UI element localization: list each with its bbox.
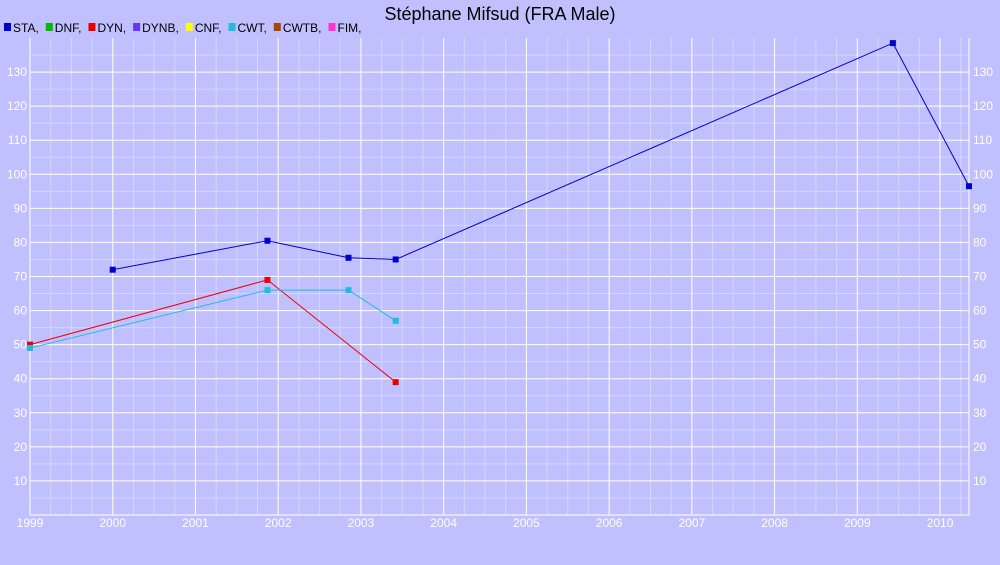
- tick-labels: 10 10 20 20 30 30 40 40 50 50 60 60 70 70 80 80 90 90 100 1…: [7, 65, 993, 530]
- legend-swatch: [133, 23, 141, 31]
- legend-swatch: [273, 23, 281, 31]
- data-point-dyn: [392, 379, 399, 386]
- y-tick-label-right: 100: [973, 167, 993, 181]
- y-tick-label-right: 40: [973, 372, 987, 386]
- x-tick-label: 2008: [761, 516, 788, 530]
- y-tick-label-left: 30: [14, 406, 28, 420]
- x-tick-label: 2001: [182, 516, 209, 530]
- y-tick-label-left: 10: [14, 474, 28, 488]
- x-tick-label: 2005: [513, 516, 540, 530]
- x-tick-label: 2000: [99, 516, 126, 530]
- series-line-sta: [112, 42, 970, 271]
- x-tick-label: 2004: [430, 516, 457, 530]
- legend-label: DYN,: [97, 21, 126, 35]
- legend-swatch: [4, 23, 11, 31]
- legend-swatch: [228, 23, 236, 31]
- legend: STA, DNF, DYN, DYNB, CNF, CWT, CWTB, FIM,: [4, 21, 361, 35]
- y-tick-label-right: 110: [973, 133, 992, 147]
- y-tick-label-left: 100: [7, 167, 27, 181]
- data-point-cwt: [264, 287, 271, 294]
- data-point-sta: [264, 237, 271, 244]
- x-tick-label: 2010: [927, 516, 954, 530]
- data-point-dyn: [264, 276, 271, 283]
- y-tick-label-right: 70: [973, 270, 987, 284]
- x-tick-label: 1999: [17, 516, 44, 530]
- y-tick-label-right: 60: [973, 304, 987, 318]
- legend-label: DNF,: [55, 21, 82, 35]
- y-tick-label-left: 50: [14, 338, 28, 352]
- y-tick-label-right: 50: [973, 338, 987, 352]
- legend-label: DYNB,: [142, 21, 179, 35]
- legend-label: FIM,: [337, 21, 361, 35]
- data-point-sta: [889, 40, 896, 47]
- legend-label: STA,: [13, 21, 39, 35]
- y-tick-label-left: 90: [14, 201, 28, 215]
- data-point-sta: [345, 254, 352, 261]
- y-tick-label-right: 30: [973, 406, 987, 420]
- y-tick-label-left: 110: [8, 133, 27, 147]
- x-tick-label: 2007: [678, 516, 705, 530]
- legend-label: CWTB,: [283, 21, 322, 35]
- y-tick-label-right: 120: [973, 99, 993, 113]
- y-tick-label-right: 90: [973, 201, 987, 215]
- data-point-cwt: [27, 345, 33, 352]
- x-tick-label: 2009: [844, 516, 871, 530]
- y-tick-label-right: 80: [973, 235, 987, 249]
- legend-swatch: [185, 23, 193, 31]
- chart-title: Stéphane Mifsud (FRA Male): [384, 4, 615, 24]
- data-point-dyn: [27, 341, 33, 348]
- data-point-cwt: [345, 287, 352, 294]
- data-point-cwt: [392, 317, 399, 324]
- y-tick-label-right: 10: [973, 474, 987, 488]
- legend-label: CNF,: [195, 21, 222, 35]
- series-line-cwt: [29, 289, 396, 349]
- grid: [29, 38, 969, 515]
- axes: [29, 38, 970, 516]
- data-point-sta: [392, 256, 399, 263]
- x-tick-label: 2003: [348, 516, 375, 530]
- y-tick-label-left: 120: [7, 99, 27, 113]
- y-tick-label-left: 70: [14, 270, 28, 284]
- y-tick-label-right: 20: [973, 440, 987, 454]
- y-tick-label-right: 130: [973, 65, 993, 79]
- data-point-sta: [966, 183, 972, 190]
- y-tick-label-left: 40: [14, 372, 28, 386]
- legend-swatch: [328, 23, 336, 31]
- legend-label: CWT,: [237, 21, 266, 35]
- y-tick-label-left: 80: [14, 235, 28, 249]
- y-tick-label-left: 60: [14, 304, 28, 318]
- x-tick-label: 2002: [265, 516, 292, 530]
- x-tick-label: 2006: [596, 516, 623, 530]
- y-tick-label-left: 130: [7, 65, 27, 79]
- legend-swatch: [88, 23, 96, 31]
- data-point-sta: [109, 266, 116, 273]
- series-group: [27, 40, 972, 386]
- y-tick-label-left: 20: [14, 440, 28, 454]
- legend-swatch: [45, 23, 53, 31]
